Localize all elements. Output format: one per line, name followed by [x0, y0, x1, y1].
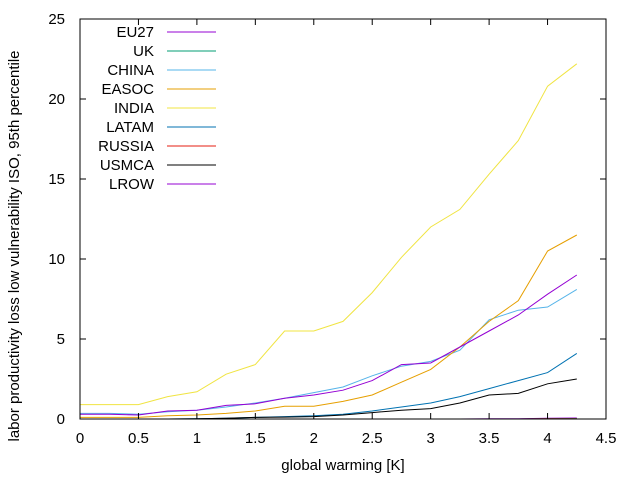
series-line-india: [80, 63, 578, 406]
plot-frame: [79, 18, 607, 420]
x-tick-label: 2: [310, 430, 318, 447]
series-line-lrow: [80, 274, 578, 416]
legend-label-china: CHINA: [107, 62, 154, 79]
x-tick-label: 1.5: [245, 430, 266, 447]
series-line-china: [80, 288, 578, 415]
x-tick-label: 3: [426, 430, 434, 447]
legend-label-uk: UK: [133, 43, 154, 60]
y-tick-label: 10: [48, 251, 65, 268]
legend: EU27 UK CHINA EASOC INDIA LATAM RUSSIA USMCA LRO…: [98, 24, 216, 193]
x-axis-label: global warming [K]: [281, 457, 404, 474]
x-tick-label: 0.5: [128, 430, 149, 447]
x-tick-label: 4.5: [596, 430, 617, 447]
series-lines: [80, 63, 578, 420]
x-tick-label: 1: [193, 430, 201, 447]
axis-ticks: 0 0.5 1 1.5 2 2.5 3 3.5 4 4.5 0 5 10 15 20 25: [48, 11, 616, 447]
x-tick-label: 3.5: [479, 430, 500, 447]
x-tick-label: 0: [76, 430, 84, 447]
y-tick-label: 15: [48, 171, 65, 188]
series-line-latam: [80, 352, 578, 420]
series-line-easoc: [80, 234, 578, 418]
legend-label-eu27: EU27: [116, 24, 154, 41]
legend-label-easoc: EASOC: [101, 81, 154, 98]
legend-label-russia: RUSSIA: [98, 138, 154, 155]
legend-label-lrow: LROW: [109, 176, 155, 193]
x-tick-label: 4: [543, 430, 551, 447]
y-axis-label: labor productivity loss low vulnerabilit…: [6, 50, 23, 441]
legend-label-india: INDIA: [114, 100, 154, 117]
y-tick-label: 20: [48, 91, 65, 108]
x-tick-label: 2.5: [362, 430, 383, 447]
legend-label-usmca: USMCA: [100, 157, 154, 174]
y-tick-label: 25: [48, 11, 65, 28]
y-tick-label: 5: [57, 331, 65, 348]
y-tick-label: 0: [57, 411, 65, 428]
legend-label-latam: LATAM: [106, 119, 154, 136]
